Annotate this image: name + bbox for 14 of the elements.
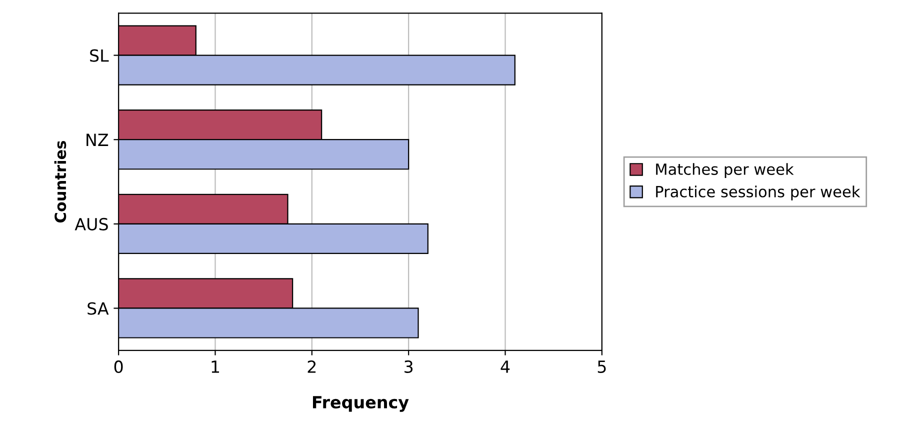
y-tick-label: SL [90,49,109,62]
y-tick-label: SA [88,302,109,315]
x-tick-label: 5 [598,360,606,374]
x-tick-label: 1 [212,360,219,373]
legend-label: Matches per week [656,163,794,178]
x-axis-title: Frequency [312,396,409,412]
x-tick-label: 3 [404,360,413,374]
y-tick-label: NZ [86,134,108,146]
x-tick-label: 2 [308,360,316,373]
x-tick-label: 0 [114,360,123,374]
legend-label: Practice sessions per week [656,186,860,200]
y-tick-label: AUS [74,218,108,230]
x-tick-label: 4 [500,360,510,373]
y-axis-title: Countries [54,141,66,223]
